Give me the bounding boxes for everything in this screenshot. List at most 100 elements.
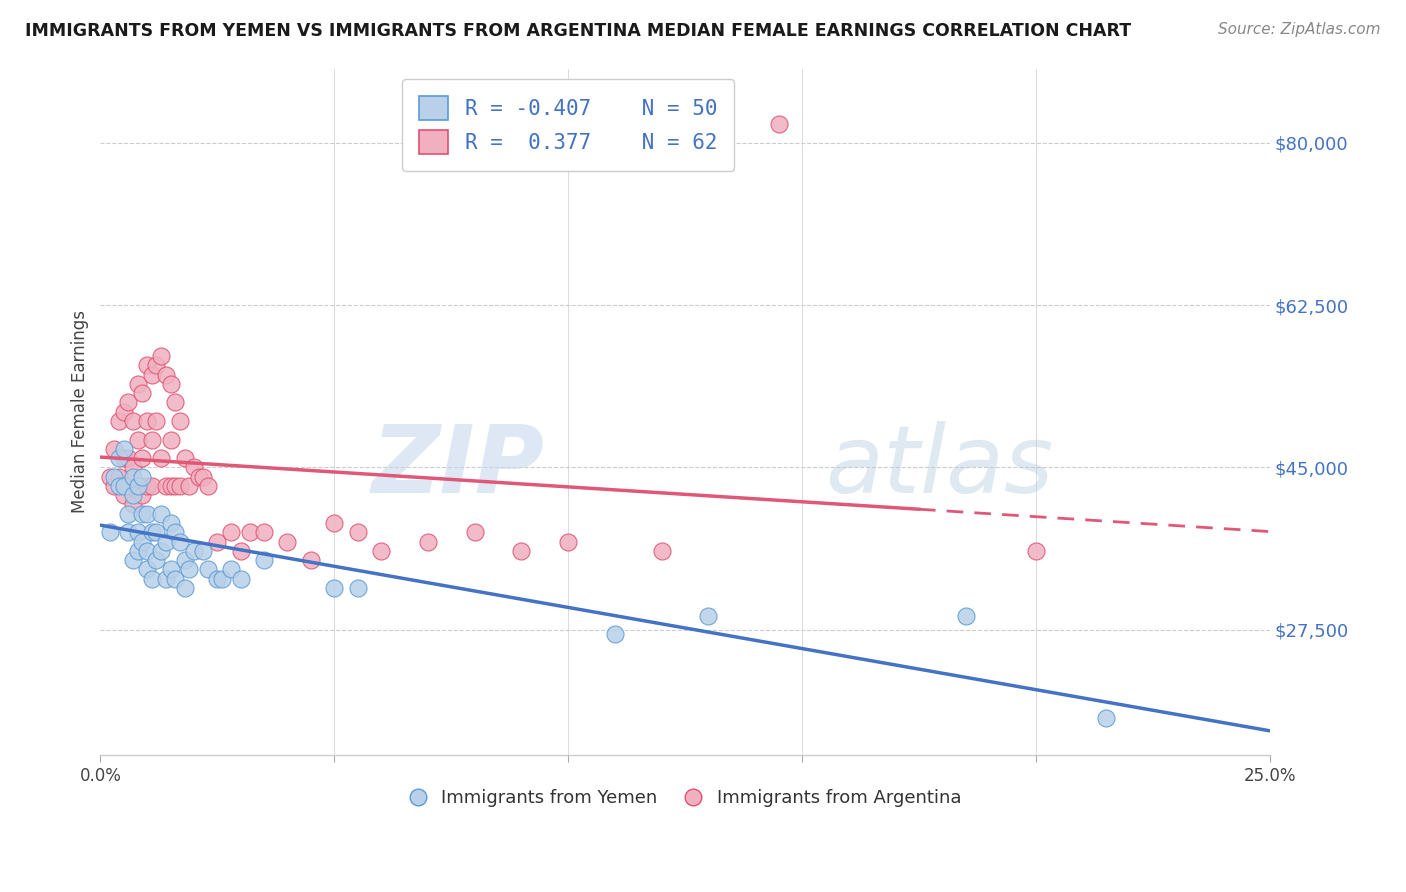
- Point: [127, 479, 149, 493]
- Point: [159, 562, 181, 576]
- Point: [165, 479, 187, 493]
- Point: [173, 553, 195, 567]
- Point: [1095, 711, 1118, 725]
- Point: [229, 544, 252, 558]
- Point: [323, 516, 346, 530]
- Point: [323, 581, 346, 595]
- Point: [127, 433, 149, 447]
- Point: [955, 608, 977, 623]
- Point: [229, 572, 252, 586]
- Point: [169, 479, 191, 493]
- Point: [141, 479, 163, 493]
- Point: [179, 479, 201, 493]
- Text: IMMIGRANTS FROM YEMEN VS IMMIGRANTS FROM ARGENTINA MEDIAN FEMALE EARNINGS CORREL: IMMIGRANTS FROM YEMEN VS IMMIGRANTS FROM…: [25, 22, 1132, 40]
- Point: [108, 469, 131, 483]
- Legend: Immigrants from Yemen, Immigrants from Argentina: Immigrants from Yemen, Immigrants from A…: [401, 782, 969, 814]
- Point: [197, 562, 219, 576]
- Point: [346, 581, 368, 595]
- Point: [112, 479, 135, 493]
- Point: [207, 572, 229, 586]
- Point: [150, 544, 173, 558]
- Point: [117, 507, 139, 521]
- Point: [145, 359, 167, 373]
- Point: [122, 553, 145, 567]
- Point: [173, 451, 195, 466]
- Point: [117, 525, 139, 540]
- Point: [211, 572, 233, 586]
- Point: [150, 507, 173, 521]
- Point: [136, 359, 159, 373]
- Point: [136, 544, 159, 558]
- Point: [122, 460, 145, 475]
- Point: [173, 581, 195, 595]
- Point: [136, 562, 159, 576]
- Point: [145, 414, 167, 428]
- Point: [155, 572, 177, 586]
- Point: [159, 433, 181, 447]
- Point: [253, 525, 276, 540]
- Point: [112, 488, 135, 502]
- Point: [165, 525, 187, 540]
- Point: [159, 516, 181, 530]
- Point: [221, 562, 243, 576]
- Point: [131, 534, 153, 549]
- Point: [127, 525, 149, 540]
- Point: [416, 534, 439, 549]
- Point: [112, 451, 135, 466]
- Point: [150, 349, 173, 363]
- Point: [136, 414, 159, 428]
- Point: [103, 479, 125, 493]
- Point: [108, 451, 131, 466]
- Point: [131, 469, 153, 483]
- Point: [239, 525, 262, 540]
- Point: [141, 433, 163, 447]
- Text: ZIP: ZIP: [371, 421, 544, 513]
- Point: [169, 534, 191, 549]
- Point: [131, 488, 153, 502]
- Point: [145, 525, 167, 540]
- Point: [145, 553, 167, 567]
- Text: Source: ZipAtlas.com: Source: ZipAtlas.com: [1218, 22, 1381, 37]
- Point: [103, 469, 125, 483]
- Point: [187, 469, 209, 483]
- Point: [112, 442, 135, 456]
- Point: [165, 572, 187, 586]
- Point: [346, 525, 368, 540]
- Point: [131, 451, 153, 466]
- Point: [150, 451, 173, 466]
- Text: atlas: atlas: [825, 421, 1053, 512]
- Point: [155, 534, 177, 549]
- Point: [131, 386, 153, 401]
- Point: [276, 534, 298, 549]
- Point: [127, 544, 149, 558]
- Point: [117, 479, 139, 493]
- Point: [117, 395, 139, 409]
- Point: [179, 562, 201, 576]
- Point: [117, 451, 139, 466]
- Point: [122, 498, 145, 512]
- Point: [253, 553, 276, 567]
- Point: [697, 608, 720, 623]
- Point: [155, 368, 177, 382]
- Point: [112, 405, 135, 419]
- Point: [127, 376, 149, 391]
- Point: [165, 395, 187, 409]
- Point: [768, 117, 790, 131]
- Point: [299, 553, 322, 567]
- Point: [122, 414, 145, 428]
- Point: [183, 460, 205, 475]
- Point: [603, 627, 626, 641]
- Point: [557, 534, 579, 549]
- Point: [108, 414, 131, 428]
- Point: [1025, 544, 1047, 558]
- Point: [141, 525, 163, 540]
- Point: [98, 469, 121, 483]
- Point: [159, 376, 181, 391]
- Point: [108, 479, 131, 493]
- Point: [197, 479, 219, 493]
- Point: [464, 525, 486, 540]
- Point: [169, 414, 191, 428]
- Point: [159, 479, 181, 493]
- Point: [122, 469, 145, 483]
- Point: [207, 534, 229, 549]
